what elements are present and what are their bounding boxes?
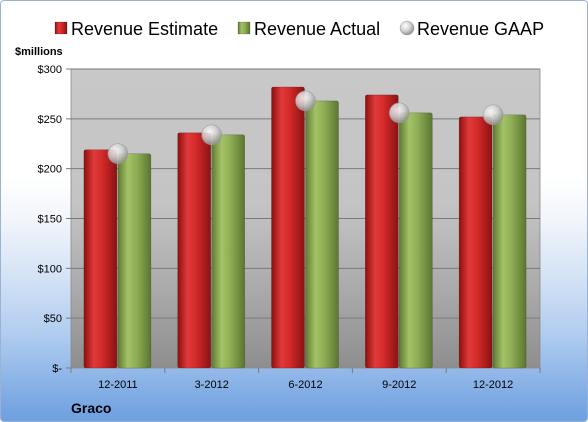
unit-label: $millions [15,46,63,58]
legend-item-revenue-gaap: Revenue GAAP [399,19,544,39]
company-label: Graco [71,400,111,416]
x-axis-ticks: 12-2011 3-2012 6-2012 9-2012 12-2012 [70,368,541,391]
revenue-actual-bar [492,114,527,369]
revenue-estimate-bar [177,132,211,369]
revenue-gaap-marker [201,124,222,146]
revenue-gaap-marker [107,143,129,165]
revenue-gaap-marker [295,90,316,112]
gaap-markers [107,90,504,165]
revenue-gaap-marker [482,104,504,126]
legend-label: Revenue GAAP [417,19,544,39]
revenue-gaap-marker [388,102,410,124]
y-tick-label: $150 [38,214,62,226]
legend-label: Revenue Actual [254,19,380,39]
x-tick-label: 9-2012 [382,379,416,391]
bars [83,86,527,369]
legend: Revenue Estimate Revenue Actual Revenue GA… [54,19,544,39]
legend-swatch [237,21,251,35]
legend-swatch [399,20,415,36]
revenue-actual-bar [398,112,433,369]
legend-label: Revenue Estimate [71,19,218,39]
x-tick-label: 3-2012 [195,379,229,391]
x-tick-label: 6-2012 [288,379,322,391]
legend-swatch [54,21,68,35]
revenue-actual-bar [211,134,245,369]
x-tick-label: 12-2012 [473,379,513,391]
revenue-estimate-bar [271,86,305,369]
revenue-actual-bar [117,153,152,369]
revenue-estimate-bar [364,94,399,369]
y-tick-label: $50 [44,313,62,325]
y-tick-label: $300 [38,64,62,76]
revenue-estimate-bar [458,116,493,369]
revenue-estimate-bar [83,149,118,369]
revenue-actual-bar [305,100,339,369]
legend-item-revenue-estimate: Revenue Estimate [54,19,218,39]
y-axis-ticks: $- $50 $100 $150 $200 $250 $300 [38,64,71,375]
y-tick-label: $100 [38,263,62,275]
x-tick-label: 12-2011 [98,379,138,391]
y-tick-label: $250 [38,114,62,126]
y-tick-label: $- [52,363,62,375]
y-tick-label: $200 [38,164,62,176]
legend-item-revenue-actual: Revenue Actual [237,19,380,39]
